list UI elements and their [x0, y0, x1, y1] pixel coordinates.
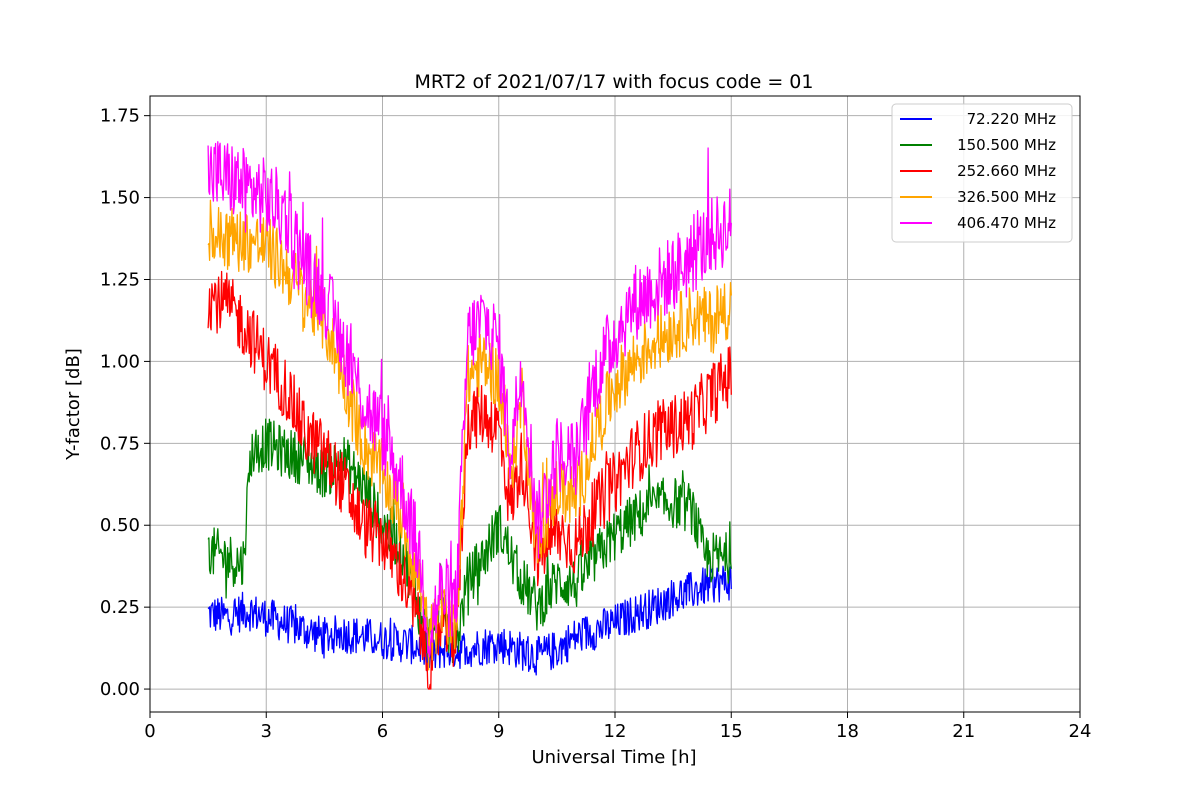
y-tick-label: 0.00	[100, 679, 140, 700]
legend-label: 326.500 MHz	[957, 188, 1056, 206]
legend-label: 252.660 MHz	[957, 162, 1056, 180]
y-tick-label: 1.75	[100, 106, 140, 127]
series-layer	[207, 141, 732, 690]
x-tick-label: 21	[952, 721, 975, 742]
series-line-3	[207, 199, 732, 671]
y-tick-label: 1.50	[100, 188, 140, 209]
x-tick-label: 6	[377, 721, 388, 742]
x-tick-label: 18	[836, 721, 859, 742]
legend-label: 72.220 MHz	[967, 110, 1056, 128]
y-tick-label: 0.50	[100, 515, 140, 536]
y-tick-label: 0.25	[100, 597, 140, 618]
x-tick-label: 24	[1069, 721, 1092, 742]
legend: 72.220 MHz 150.500 MHz 252.660 MHz 326.500 …	[891, 103, 1073, 243]
legend-label: 150.500 MHz	[957, 136, 1056, 154]
series-line-0	[207, 564, 732, 676]
x-tick-label: 3	[261, 721, 272, 742]
y-axis-title: Y-factor [dB]	[63, 348, 84, 461]
axis-ticks: 0 3 6 9 12 15 18 21 24 0.00 0.25 0.50 0.75 1.00 1.25 1.…	[100, 106, 1092, 742]
chart-title: MRT2 of 2021/07/17 with focus code = 01	[415, 71, 814, 93]
x-tick-label: 15	[720, 721, 743, 742]
series-line-2	[207, 270, 732, 690]
y-tick-label: 1.25	[100, 269, 140, 290]
y-tick-label: 0.75	[100, 433, 140, 454]
x-tick-label: 9	[493, 721, 504, 742]
x-tick-label: 12	[604, 721, 627, 742]
legend-box	[891, 103, 1073, 243]
x-tick-label: 0	[144, 721, 155, 742]
legend-label: 406.470 MHz	[957, 214, 1056, 232]
y-tick-label: 1.00	[100, 351, 140, 372]
x-axis-title: Universal Time [h]	[531, 747, 696, 768]
series-line-1	[207, 418, 732, 664]
series-line-4	[207, 141, 732, 658]
